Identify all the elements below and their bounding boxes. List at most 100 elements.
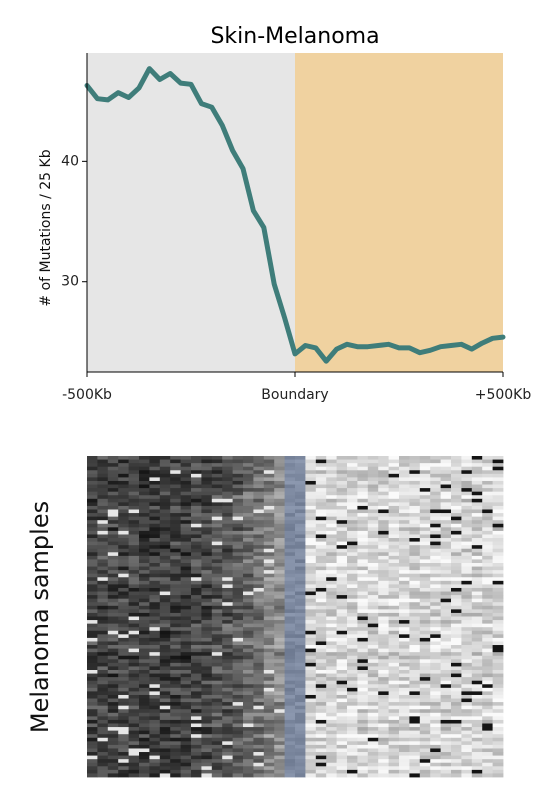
heatmap-cell xyxy=(107,705,119,710)
heatmap-cell xyxy=(461,687,473,692)
heatmap-cell xyxy=(243,498,254,503)
heatmap-cell xyxy=(388,491,400,496)
heatmap-cell xyxy=(253,694,265,699)
heatmap-cell xyxy=(471,687,483,692)
heatmap-cell xyxy=(284,623,296,628)
heatmap-cell xyxy=(326,527,337,532)
heatmap-cell xyxy=(232,759,244,764)
heatmap-cell xyxy=(191,598,202,603)
heatmap-cell xyxy=(336,505,348,510)
heatmap-cell xyxy=(451,477,462,482)
heatmap-cell xyxy=(399,463,410,468)
heatmap-cell xyxy=(409,730,421,735)
heatmap-cell xyxy=(378,548,389,553)
heatmap-cell xyxy=(451,566,462,571)
heatmap-cell xyxy=(170,616,181,621)
heatmap-cell xyxy=(295,563,306,567)
heatmap-cell xyxy=(253,630,265,635)
heatmap-cell xyxy=(97,769,109,774)
heatmap-cell xyxy=(107,488,119,493)
heatmap-cell xyxy=(326,477,337,482)
heatmap-cell xyxy=(118,648,129,653)
heatmap-cell xyxy=(482,652,493,657)
heatmap-cell xyxy=(253,530,265,535)
heatmap-cell xyxy=(274,752,285,756)
heatmap-cell xyxy=(315,620,327,625)
heatmap-cell xyxy=(128,491,140,496)
heatmap-cell xyxy=(170,538,181,542)
heatmap-cell xyxy=(149,470,161,475)
heatmap-cell xyxy=(284,463,296,468)
heatmap-cell xyxy=(243,466,254,471)
heatmap-cell xyxy=(451,509,462,514)
heatmap-cell xyxy=(128,545,140,550)
heatmap-cell xyxy=(180,630,192,635)
heatmap-cell xyxy=(388,734,400,739)
heatmap-cell xyxy=(461,741,473,746)
heatmap-cell xyxy=(128,687,140,692)
heatmap-cell xyxy=(274,687,285,692)
heatmap-cell xyxy=(409,609,421,614)
heatmap-cell xyxy=(128,598,140,603)
heatmap-cell xyxy=(409,769,421,774)
heatmap-cell xyxy=(253,769,265,774)
heatmap-cell xyxy=(451,473,462,478)
heatmap-cell xyxy=(180,587,192,592)
heatmap-cell xyxy=(128,762,140,767)
heatmap-cell xyxy=(274,609,285,614)
heatmap-cell xyxy=(211,516,223,521)
heatmap-cell xyxy=(243,698,254,703)
heatmap-cell xyxy=(451,670,462,674)
heatmap-cell xyxy=(388,687,400,692)
heatmap-cell xyxy=(284,687,296,692)
heatmap-cell xyxy=(399,662,410,667)
heatmap-cell xyxy=(492,577,504,582)
heatmap-cell xyxy=(284,591,296,596)
heatmap-cell xyxy=(97,520,109,525)
heatmap-cell xyxy=(118,587,129,592)
heatmap-cell xyxy=(347,516,358,521)
heatmap-cell xyxy=(492,545,504,550)
heatmap-cell xyxy=(451,541,462,546)
heatmap-cell xyxy=(253,752,265,756)
heatmap-cell xyxy=(399,612,410,617)
heatmap-cell xyxy=(191,548,202,553)
heatmap-cell xyxy=(232,627,244,632)
heatmap-cell xyxy=(201,552,213,557)
heatmap-cell xyxy=(367,456,379,460)
heatmap-cell xyxy=(284,484,296,489)
heatmap-cell xyxy=(315,691,327,696)
heatmap-cell xyxy=(87,655,98,660)
heatmap-cell xyxy=(305,637,317,642)
heatmap-cell xyxy=(243,484,254,489)
heatmap-cell xyxy=(274,694,285,699)
heatmap-cell xyxy=(274,734,285,739)
heatmap-cell xyxy=(482,523,493,528)
heatmap-cell xyxy=(315,734,327,739)
heatmap-cell xyxy=(232,737,244,742)
heatmap-cell xyxy=(263,773,275,778)
heatmap-cell xyxy=(139,463,150,468)
heatmap-cell xyxy=(201,459,213,464)
heatmap-cell xyxy=(482,470,493,475)
heatmap-cell xyxy=(284,641,296,646)
heatmap-cell xyxy=(482,698,493,703)
heatmap-cell xyxy=(461,716,473,721)
heatmap-cell xyxy=(253,627,265,632)
heatmap-cell xyxy=(336,463,348,468)
heatmap-cell xyxy=(451,605,462,610)
heatmap-cell xyxy=(451,563,462,567)
heatmap-cell xyxy=(492,719,504,724)
heatmap-cell xyxy=(399,670,410,674)
heatmap-cell xyxy=(430,459,441,464)
heatmap-cell xyxy=(243,527,254,532)
heatmap-cell xyxy=(139,587,150,592)
heatmap-cell xyxy=(87,602,98,607)
heatmap-cell xyxy=(367,563,379,567)
heatmap-cell xyxy=(222,737,233,742)
heatmap-cell xyxy=(482,766,493,771)
heatmap-cell xyxy=(128,577,140,582)
heatmap-cell xyxy=(440,723,452,728)
heatmap-cell xyxy=(492,648,504,653)
heatmap-cell xyxy=(357,684,369,689)
